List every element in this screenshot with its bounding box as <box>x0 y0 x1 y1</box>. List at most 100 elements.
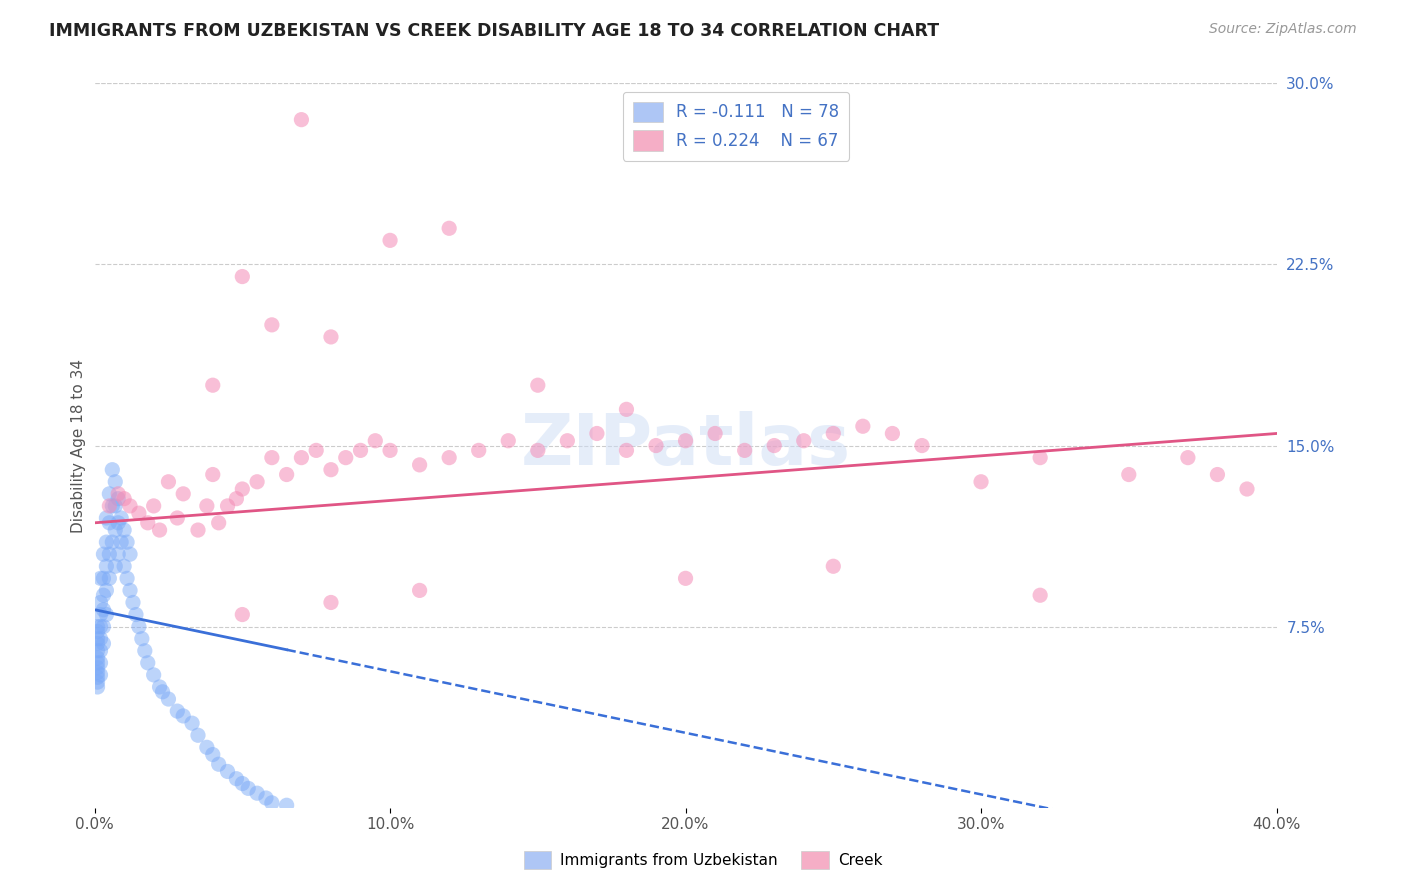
Point <box>225 772 247 786</box>
Point <box>195 499 218 513</box>
Point <box>101 499 124 513</box>
Point <box>319 463 342 477</box>
Point <box>157 475 180 489</box>
Point <box>231 269 253 284</box>
Point <box>110 535 132 549</box>
Point <box>231 776 253 790</box>
Point <box>98 487 121 501</box>
Point <box>96 559 118 574</box>
Point <box>86 644 108 658</box>
Point <box>763 439 786 453</box>
Point <box>616 402 638 417</box>
Point <box>93 619 115 633</box>
Point <box>89 644 111 658</box>
Point <box>1029 450 1052 465</box>
Point <box>86 632 108 646</box>
Point <box>734 443 756 458</box>
Text: IMMIGRANTS FROM UZBEKISTAN VS CREEK DISABILITY AGE 18 TO 34 CORRELATION CHART: IMMIGRANTS FROM UZBEKISTAN VS CREEK DISA… <box>49 22 939 40</box>
Point <box>98 499 121 513</box>
Point <box>104 475 127 489</box>
Point <box>86 636 108 650</box>
Point <box>152 685 174 699</box>
Point <box>128 506 150 520</box>
Point <box>208 516 231 530</box>
Point <box>172 709 194 723</box>
Point <box>112 559 135 574</box>
Point <box>93 636 115 650</box>
Point <box>107 516 129 530</box>
Point <box>181 716 204 731</box>
Point <box>104 499 127 513</box>
Point <box>437 450 460 465</box>
Point <box>319 595 342 609</box>
Point <box>86 680 108 694</box>
Point <box>118 583 141 598</box>
Point <box>238 781 260 796</box>
Point <box>98 547 121 561</box>
Legend: R = -0.111   N = 78, R = 0.224    N = 67: R = -0.111 N = 78, R = 0.224 N = 67 <box>623 92 849 161</box>
Text: ZIPatlas: ZIPatlas <box>520 411 851 480</box>
Point <box>408 458 430 472</box>
Legend: Immigrants from Uzbekistan, Creek: Immigrants from Uzbekistan, Creek <box>517 845 889 875</box>
Point <box>142 668 165 682</box>
Point <box>166 511 188 525</box>
Point <box>128 619 150 633</box>
Point <box>115 535 138 549</box>
Point <box>187 523 209 537</box>
Point <box>246 475 269 489</box>
Point <box>134 644 156 658</box>
Point <box>260 796 283 810</box>
Point <box>86 656 108 670</box>
Point <box>276 467 298 482</box>
Point <box>118 547 141 561</box>
Point <box>112 523 135 537</box>
Point <box>911 439 934 453</box>
Point <box>96 583 118 598</box>
Point <box>107 547 129 561</box>
Point <box>675 434 697 448</box>
Point <box>1029 588 1052 602</box>
Point <box>793 434 815 448</box>
Point <box>136 516 159 530</box>
Point <box>852 419 875 434</box>
Point <box>86 670 108 684</box>
Point <box>408 583 430 598</box>
Point <box>89 571 111 585</box>
Point <box>527 378 550 392</box>
Point <box>115 571 138 585</box>
Point <box>86 651 108 665</box>
Point <box>437 221 460 235</box>
Point <box>1206 467 1229 482</box>
Point <box>246 786 269 800</box>
Point <box>149 523 172 537</box>
Point <box>823 426 845 441</box>
Point <box>86 675 108 690</box>
Point <box>98 516 121 530</box>
Point <box>260 318 283 332</box>
Point <box>89 607 111 622</box>
Point <box>217 764 239 779</box>
Point <box>93 603 115 617</box>
Point <box>319 330 342 344</box>
Point <box>496 434 519 448</box>
Point <box>86 624 108 639</box>
Point <box>101 463 124 477</box>
Point <box>290 112 312 127</box>
Point <box>93 571 115 585</box>
Point <box>125 607 148 622</box>
Point <box>89 619 111 633</box>
Point <box>89 668 111 682</box>
Point <box>104 523 127 537</box>
Point <box>217 499 239 513</box>
Point <box>201 747 224 762</box>
Point <box>89 656 111 670</box>
Point <box>86 619 108 633</box>
Point <box>616 443 638 458</box>
Point <box>364 434 387 448</box>
Point <box>557 434 579 448</box>
Point <box>96 535 118 549</box>
Point <box>201 378 224 392</box>
Point <box>231 607 253 622</box>
Text: Source: ZipAtlas.com: Source: ZipAtlas.com <box>1209 22 1357 37</box>
Point <box>93 588 115 602</box>
